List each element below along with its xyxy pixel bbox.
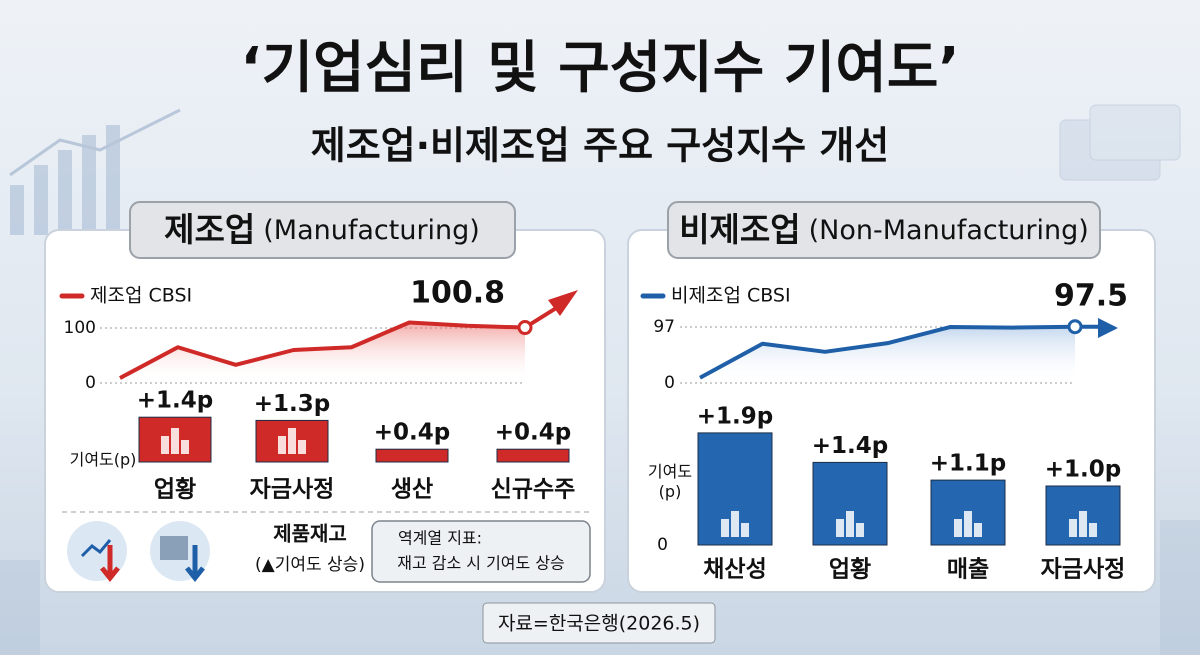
- x-tick-label: 업황: [829, 557, 871, 583]
- icon-part: [278, 436, 286, 454]
- note-box: [371, 520, 591, 583]
- y-tick-label: 0: [664, 373, 675, 393]
- note-subtitle: (▲기여도 상승): [255, 555, 365, 575]
- icon-part: [171, 428, 179, 454]
- value-label: +1.9p: [697, 403, 773, 429]
- panel-heading: 제조업 (Manufacturing): [164, 210, 480, 249]
- note-box-text: 재고 감소 시 기여도 상승: [397, 554, 565, 573]
- panel-tab: [129, 201, 516, 259]
- bar-icon: [1069, 511, 1097, 537]
- value-label: +1.4p: [812, 433, 888, 459]
- legend-label: 제조업 CBSI: [90, 285, 192, 307]
- icon-part: [974, 523, 982, 537]
- x-tick-label: 업황: [154, 477, 196, 503]
- note-box-title: 역계열 지표:: [398, 529, 482, 548]
- icon-part: [836, 519, 844, 537]
- icon-part: [161, 436, 169, 454]
- decor: [0, 104, 1200, 655]
- panel-tab: [667, 201, 1101, 259]
- icon: [160, 536, 188, 560]
- icon-part: [288, 428, 296, 454]
- axis-label: 기여도 (p): [647, 462, 693, 501]
- subtitle: 제조업·비제조업 주요 구성지수 개선: [311, 124, 890, 168]
- bar: [496, 448, 570, 463]
- value-label: +0.4p: [495, 420, 571, 446]
- end-marker: [517, 320, 533, 336]
- y-tick-label: 97: [653, 317, 675, 337]
- line: [699, 324, 1076, 380]
- icon-part: [721, 519, 729, 537]
- panel-name: 비제조업: [679, 210, 800, 249]
- bar-icon: [836, 511, 864, 537]
- bar: [375, 448, 449, 463]
- arrow-head: [1098, 318, 1118, 338]
- icon-part: [856, 523, 864, 537]
- icon-part: [846, 511, 854, 537]
- bar-icon: [161, 428, 189, 454]
- x-tick-label: 매출: [947, 557, 989, 583]
- legend-label: 비제조업 CBSI: [671, 285, 791, 307]
- value-label: +0.4p: [374, 420, 450, 446]
- end-marker: [1067, 319, 1083, 335]
- icon-part: [741, 523, 749, 537]
- panel-english: (Non-Manufacturing): [809, 215, 1089, 246]
- icon: [80, 539, 112, 558]
- end-label: 100.8: [410, 276, 505, 311]
- note-title: 제품재고: [273, 522, 347, 546]
- line-area: [700, 326, 1075, 383]
- end-label: 97.5: [1054, 279, 1128, 314]
- icon-part: [1069, 519, 1077, 537]
- icon-part: [1079, 511, 1087, 537]
- source-box: [482, 602, 716, 644]
- icon-part: [181, 440, 189, 454]
- x-tick-label: 자금사정: [1041, 557, 1126, 583]
- axis-label: 기여도(p): [69, 450, 137, 469]
- icon: [185, 545, 205, 583]
- line: [119, 320, 526, 380]
- y-tick-label: 0: [85, 373, 96, 393]
- value-label: +1.1p: [930, 451, 1006, 477]
- line-area: [120, 322, 525, 383]
- x-tick-label: 자금사정: [250, 477, 335, 503]
- arrow-shaft: [523, 300, 567, 330]
- x-tick-label: 채산성: [703, 557, 766, 583]
- x-tick-label: 신규수주: [491, 477, 576, 503]
- value-label: +1.0p: [1045, 457, 1121, 483]
- value-label: +1.3p: [254, 391, 330, 417]
- bar-icon: [278, 428, 306, 454]
- icon-part: [954, 519, 962, 537]
- icon: [100, 545, 120, 583]
- icon-part: [964, 511, 972, 537]
- panel-heading: 비제조업 (Non-Manufacturing): [679, 210, 1089, 249]
- bar-icon: [954, 511, 982, 537]
- y-tick-label: 100: [64, 318, 96, 338]
- y-tick-label: 0: [657, 535, 668, 555]
- icon-part: [731, 511, 739, 537]
- value-label: +1.4p: [137, 388, 213, 414]
- bar-icon: [721, 511, 749, 537]
- title: ‘기업심리 및 구성지수 기여도’: [240, 36, 959, 101]
- source: 자료=한국은행(2026.5): [498, 613, 700, 635]
- icon-part: [298, 440, 306, 454]
- panel-english: (Manufacturing): [263, 215, 480, 246]
- x-tick-label: 생산: [391, 477, 433, 503]
- panel-name: 제조업: [164, 210, 255, 249]
- icon-part: [1089, 523, 1097, 537]
